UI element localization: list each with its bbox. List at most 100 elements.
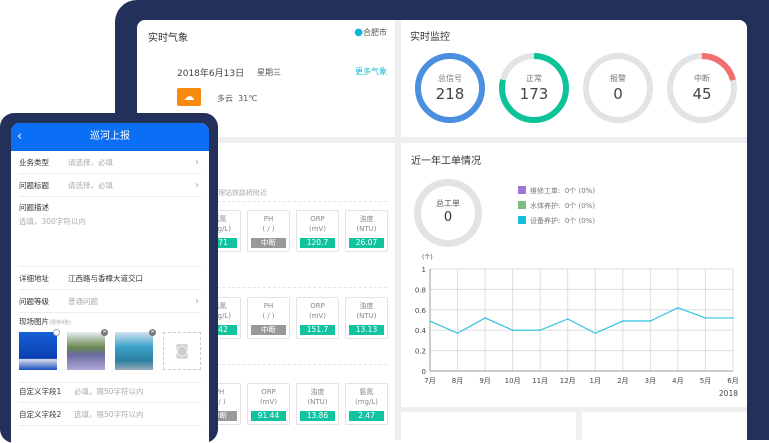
sensor-box[interactable]: ORP (mV) 151.7 <box>296 297 339 339</box>
weather-title: 实时气象 <box>148 33 188 44</box>
weather-date: 2018年6月13日 <box>177 69 245 79</box>
weather-condition: 多云 31℃ <box>217 94 258 103</box>
station-name: 污水处理站铁路桥附近 <box>197 189 267 197</box>
x-tick-label: 1月 <box>590 377 601 385</box>
legend-item: 设备养护: 0个 (0%) <box>518 216 595 226</box>
city-name: 合肥市 <box>363 28 387 37</box>
sensor-box[interactable]: ORP (mV) 91.44 <box>247 383 290 425</box>
custom-field-1[interactable]: 自定义字段1 必填，限50字符以内 <box>19 380 201 403</box>
ring-label: 中断 <box>694 74 710 83</box>
photo-thumbnail[interactable]: × <box>19 329 60 370</box>
x-axis-year: 2018 <box>719 389 738 398</box>
sensor-box[interactable]: 浊度 (NTU) 26.07 <box>345 210 388 252</box>
chevron-right-icon: › <box>195 296 199 307</box>
photos-field: 现场图片(限传4张) <box>19 313 201 383</box>
x-tick-label: 3月 <box>645 377 656 385</box>
sensor-value: 26.07 <box>349 238 384 248</box>
ring-value: 0 <box>613 85 623 103</box>
x-tick-label: 9月 <box>479 377 490 385</box>
data-point <box>456 332 459 335</box>
sensor-value: 中断 <box>251 325 286 335</box>
photo-thumbnail[interactable]: × <box>115 329 156 370</box>
x-tick-label: 12月 <box>560 377 576 385</box>
data-point <box>594 332 597 335</box>
divider <box>197 201 387 202</box>
legend-swatch <box>518 186 526 194</box>
sensor-box[interactable]: 氨氮 (mg/L) 2.47 <box>345 383 388 425</box>
x-tick-label: 6月 <box>727 377 738 385</box>
data-point <box>677 306 679 309</box>
phone-screen: ‹ 巡河上报 业务类型 请选择，必填 › 问题标题 请选择，必填 › 问题描述 选填，30… <box>11 123 209 443</box>
phone-title: 巡河上报 <box>90 131 130 142</box>
divider <box>197 287 387 288</box>
monitor-ring-2[interactable]: 报警 0 <box>581 51 655 125</box>
sensor-box[interactable]: ORP (mV) 120.7 <box>296 210 339 252</box>
data-point <box>649 320 652 322</box>
y-tick-label: 0.6 <box>415 307 427 315</box>
ring-label: 正常 <box>526 74 542 83</box>
x-tick-label: 2月 <box>617 377 628 385</box>
total-label: 总工单 <box>436 199 460 208</box>
ring-value: 45 <box>692 85 712 103</box>
data-point <box>732 317 734 319</box>
description-field[interactable]: 问题描述 选填，300字符以内 <box>19 197 201 267</box>
photo-thumbnail[interactable]: × <box>67 329 108 370</box>
camera-icon: ◙ <box>175 343 189 359</box>
y-axis-label: (个) <box>422 254 433 261</box>
x-tick-label: 8月 <box>452 377 463 385</box>
workorder-line-chart: 0 0.2 0.4 0.6 0.8 1 7月 8月 9月 10月 11月 12月 1月 2月 3月 4月 5月 6… <box>415 254 739 398</box>
data-point <box>539 329 541 331</box>
data-point <box>704 317 707 319</box>
ring-label: 总信号 <box>438 74 462 83</box>
sensor-box[interactable]: 浊度 (NTU) 13.13 <box>345 297 388 339</box>
legend-item: 水体养护: 0个 (0%) <box>518 201 595 211</box>
workorder-card: 近一年工单情况 总工单 0 维修工单: 0个 (0%) 水体养护: 0个 (0%)… <box>401 143 747 407</box>
x-tick-label: 10月 <box>505 377 521 385</box>
monitor-card: 实时监控 总信号 218 正常 173 报警 0 中断 45 <box>401 20 747 137</box>
ring-value: 218 <box>435 85 465 103</box>
sensor-value: 中断 <box>202 411 237 421</box>
x-tick-label: 7月 <box>424 377 435 385</box>
sensor-box[interactable]: 浊度 (NTU) 13.86 <box>296 383 339 425</box>
divider <box>197 364 387 365</box>
monitor-ring-0[interactable]: 总信号 218 <box>413 51 487 125</box>
sensor-value: 120.7 <box>300 238 335 248</box>
sensor-value: 151.7 <box>300 325 335 335</box>
custom-field-2[interactable]: 自定义字段2 选填，限50字符以内 <box>19 403 201 426</box>
monitor-ring-1[interactable]: 正常 173 <box>497 51 571 125</box>
data-point <box>622 320 624 322</box>
sensor-box[interactable]: PH( / ) 中断 <box>247 297 290 339</box>
data-point <box>429 320 431 322</box>
total-value: 0 <box>443 210 453 225</box>
x-tick-label: 11月 <box>532 377 548 385</box>
sensor-value: 0.42 <box>202 325 237 335</box>
address-field[interactable]: 详细地址 江西路与香樟大道交口 <box>19 267 201 290</box>
remove-photo-icon: × <box>149 329 156 336</box>
location-pin-icon: ● <box>354 27 363 38</box>
monitor-ring-3[interactable]: 中断 45 <box>665 51 739 125</box>
data-point <box>566 318 569 320</box>
issue-title-field[interactable]: 问题标题 请选择，必填 › <box>19 174 201 197</box>
add-photo-button[interactable]: ◙ <box>163 332 201 370</box>
remove-photo-icon: × <box>101 329 108 336</box>
legend-swatch <box>518 201 526 209</box>
city-selector[interactable]: ●合肥市 <box>354 27 387 38</box>
data-point <box>511 329 514 331</box>
phone-frame: ‹ 巡河上报 业务类型 请选择，必填 › 问题标题 请选择，必填 › 问题描述 选填，30… <box>0 113 218 443</box>
sensor-box[interactable]: PH( / ) 中断 <box>247 210 290 252</box>
phone-header: ‹ 巡河上报 <box>11 123 209 151</box>
issue-level-field[interactable]: 问题等级 普通问题 › <box>19 290 201 313</box>
more-weather-link[interactable]: 更多气象 <box>355 67 387 76</box>
chevron-right-icon: › <box>195 180 199 191</box>
series-line <box>429 307 733 334</box>
workorder-title: 近一年工单情况 <box>411 156 481 167</box>
sensor-value: 中断 <box>251 238 286 248</box>
sensor-value: 91.44 <box>251 411 286 421</box>
chevron-right-icon: › <box>195 157 199 168</box>
legend-item: 维修工单: 0个 (0%) <box>518 186 595 196</box>
business-type-field[interactable]: 业务类型 请选择，必填 › <box>19 151 201 174</box>
y-tick-label: 1 <box>422 266 426 274</box>
x-tick-label: 5月 <box>700 377 711 385</box>
back-icon[interactable]: ‹ <box>17 129 23 144</box>
monitor-title: 实时监控 <box>410 32 450 43</box>
